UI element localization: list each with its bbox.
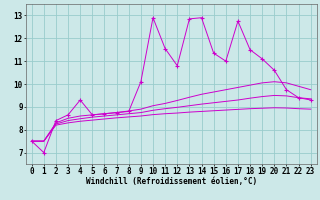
X-axis label: Windchill (Refroidissement éolien,°C): Windchill (Refroidissement éolien,°C) xyxy=(86,177,257,186)
